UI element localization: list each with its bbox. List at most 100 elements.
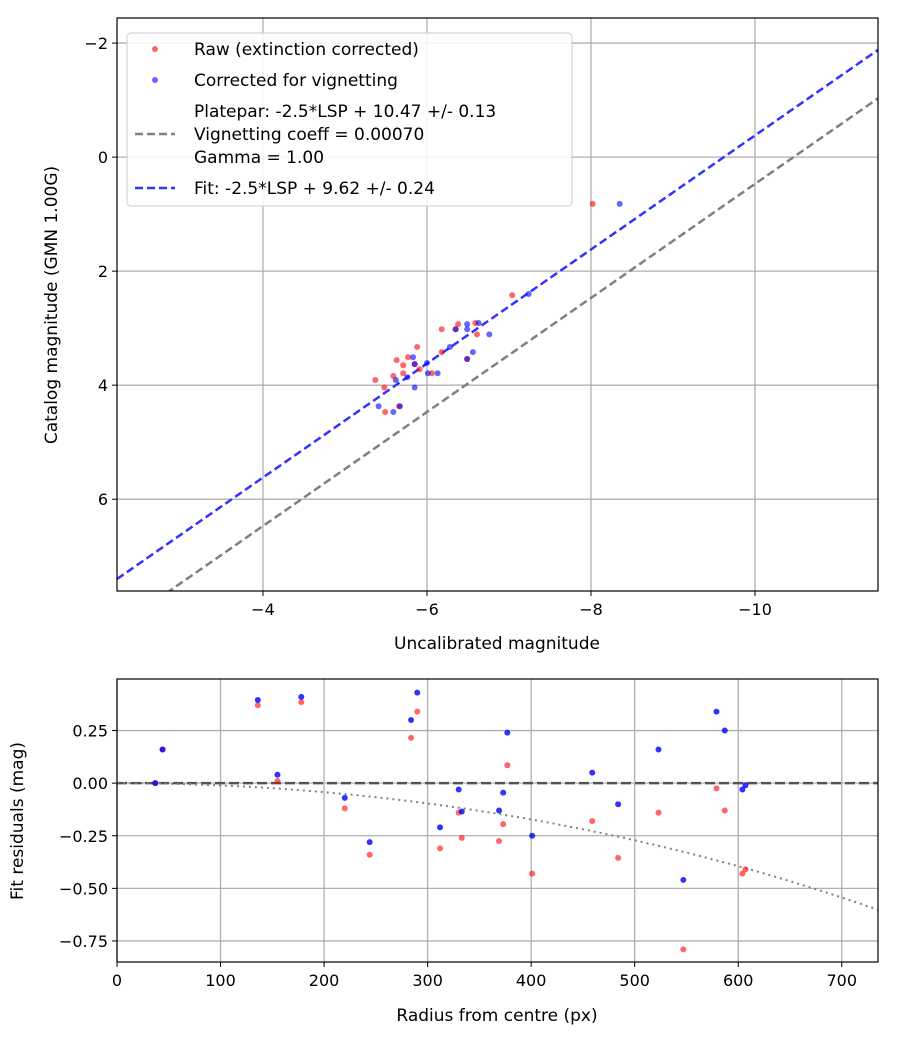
data-point — [458, 834, 465, 841]
data-point — [458, 808, 465, 815]
legend-gamma: Gamma = 1.00 — [194, 148, 324, 168]
data-point — [298, 693, 305, 700]
data-point — [655, 809, 662, 816]
y-tick-label: 0 — [98, 148, 108, 167]
legend-vignetting: Vignetting coeff = 0.00070 — [194, 125, 424, 145]
data-point — [475, 320, 482, 327]
x-tick-label: −4 — [251, 600, 275, 619]
data-point — [381, 384, 388, 391]
data-point — [410, 354, 417, 361]
data-point — [437, 845, 444, 852]
data-point — [589, 200, 596, 207]
data-point — [496, 838, 503, 845]
data-point — [713, 708, 720, 715]
plot-area — [117, 689, 878, 953]
legend-platepar: Platepar: -2.5*LSP + 10.47 +/- 0.13 — [194, 102, 496, 122]
data-point — [366, 851, 373, 858]
data-point — [739, 870, 746, 877]
data-point — [274, 778, 281, 785]
y-tick-label: 0.00 — [72, 774, 108, 793]
data-point — [469, 349, 476, 356]
data-point — [437, 824, 444, 831]
residuals-plot: 0 100 200 300 400 500 600 700 0.25 0.00 −0.25 −0.50… — [59, 678, 879, 990]
y-tick-label: −0.75 — [59, 932, 108, 951]
data-point — [298, 699, 305, 706]
data-point — [414, 708, 421, 715]
x-tick-label: −8 — [579, 600, 603, 619]
bottom-ylabel: Fit residuals (mag) — [8, 742, 28, 900]
data-point — [616, 200, 623, 207]
data-point — [424, 370, 431, 377]
axes-frame — [116, 678, 879, 963]
x-tick-label: 100 — [205, 971, 236, 990]
data-point — [589, 818, 596, 825]
data-point — [254, 697, 261, 704]
data-point — [680, 876, 687, 883]
data-point — [525, 290, 532, 297]
fit-line — [117, 48, 878, 581]
fit-line — [167, 97, 878, 591]
data-point — [615, 854, 622, 861]
x-tick-label: −6 — [415, 600, 439, 619]
data-point — [411, 384, 418, 391]
data-point — [455, 321, 462, 328]
data-point — [341, 794, 348, 801]
y-tick-label: −0.50 — [59, 879, 108, 898]
data-point — [721, 807, 728, 814]
data-point — [589, 769, 596, 776]
data-point — [423, 359, 430, 366]
data-point — [452, 326, 459, 333]
y-tick-label: 2 — [98, 262, 108, 281]
data-point — [655, 746, 662, 753]
legend: Raw (extinction corrected) Corrected for… — [126, 32, 573, 207]
legend-raw-marker — [152, 46, 158, 52]
data-point — [392, 377, 399, 384]
data-point — [382, 408, 389, 415]
x-tick-label: 300 — [412, 971, 443, 990]
y-tick-label: 0.25 — [72, 722, 108, 741]
y-tick-label: 6 — [98, 490, 108, 509]
data-point — [713, 785, 720, 792]
data-point — [366, 839, 373, 846]
legend-raw: Raw (extinction corrected) — [194, 40, 419, 60]
data-point — [504, 729, 511, 736]
data-point — [438, 349, 445, 356]
data-point — [464, 321, 471, 328]
y-tick-label: −0.25 — [59, 827, 108, 846]
x-tick-label: 0 — [112, 971, 122, 990]
data-point — [372, 377, 379, 384]
data-point — [341, 805, 348, 812]
data-point — [509, 292, 516, 299]
data-point — [438, 326, 445, 333]
data-point — [464, 355, 471, 362]
data-point — [473, 331, 480, 338]
data-point — [408, 717, 415, 724]
y-tick-label: 4 — [98, 376, 108, 395]
legend-fit: Fit: -2.5*LSP + 9.62 +/- 0.24 — [194, 179, 435, 199]
calibration-plot: −4 −6 −8 −10 −2 0 2 4 6 — [84, 17, 879, 619]
top-xlabel: Uncalibrated magnitude — [394, 634, 600, 654]
data-point — [428, 370, 435, 377]
data-point — [416, 366, 423, 373]
data-point — [615, 801, 622, 808]
data-point — [159, 746, 166, 753]
data-point — [464, 326, 471, 333]
plot-area — [117, 48, 878, 591]
data-point — [393, 357, 400, 364]
data-point — [680, 946, 687, 953]
x-tick-label: 700 — [826, 971, 857, 990]
data-point — [414, 343, 421, 350]
data-point — [411, 361, 418, 368]
data-point — [375, 403, 382, 410]
legend-corrected: Corrected for vignetting — [194, 71, 398, 91]
x-tick-label: 400 — [516, 971, 547, 990]
x-tick-label: −10 — [738, 600, 772, 619]
data-point — [434, 370, 441, 377]
x-tick-label: 500 — [619, 971, 650, 990]
data-point — [739, 786, 746, 793]
data-point — [396, 403, 403, 410]
data-point — [274, 771, 281, 778]
data-point — [742, 866, 749, 873]
data-point — [390, 408, 397, 415]
